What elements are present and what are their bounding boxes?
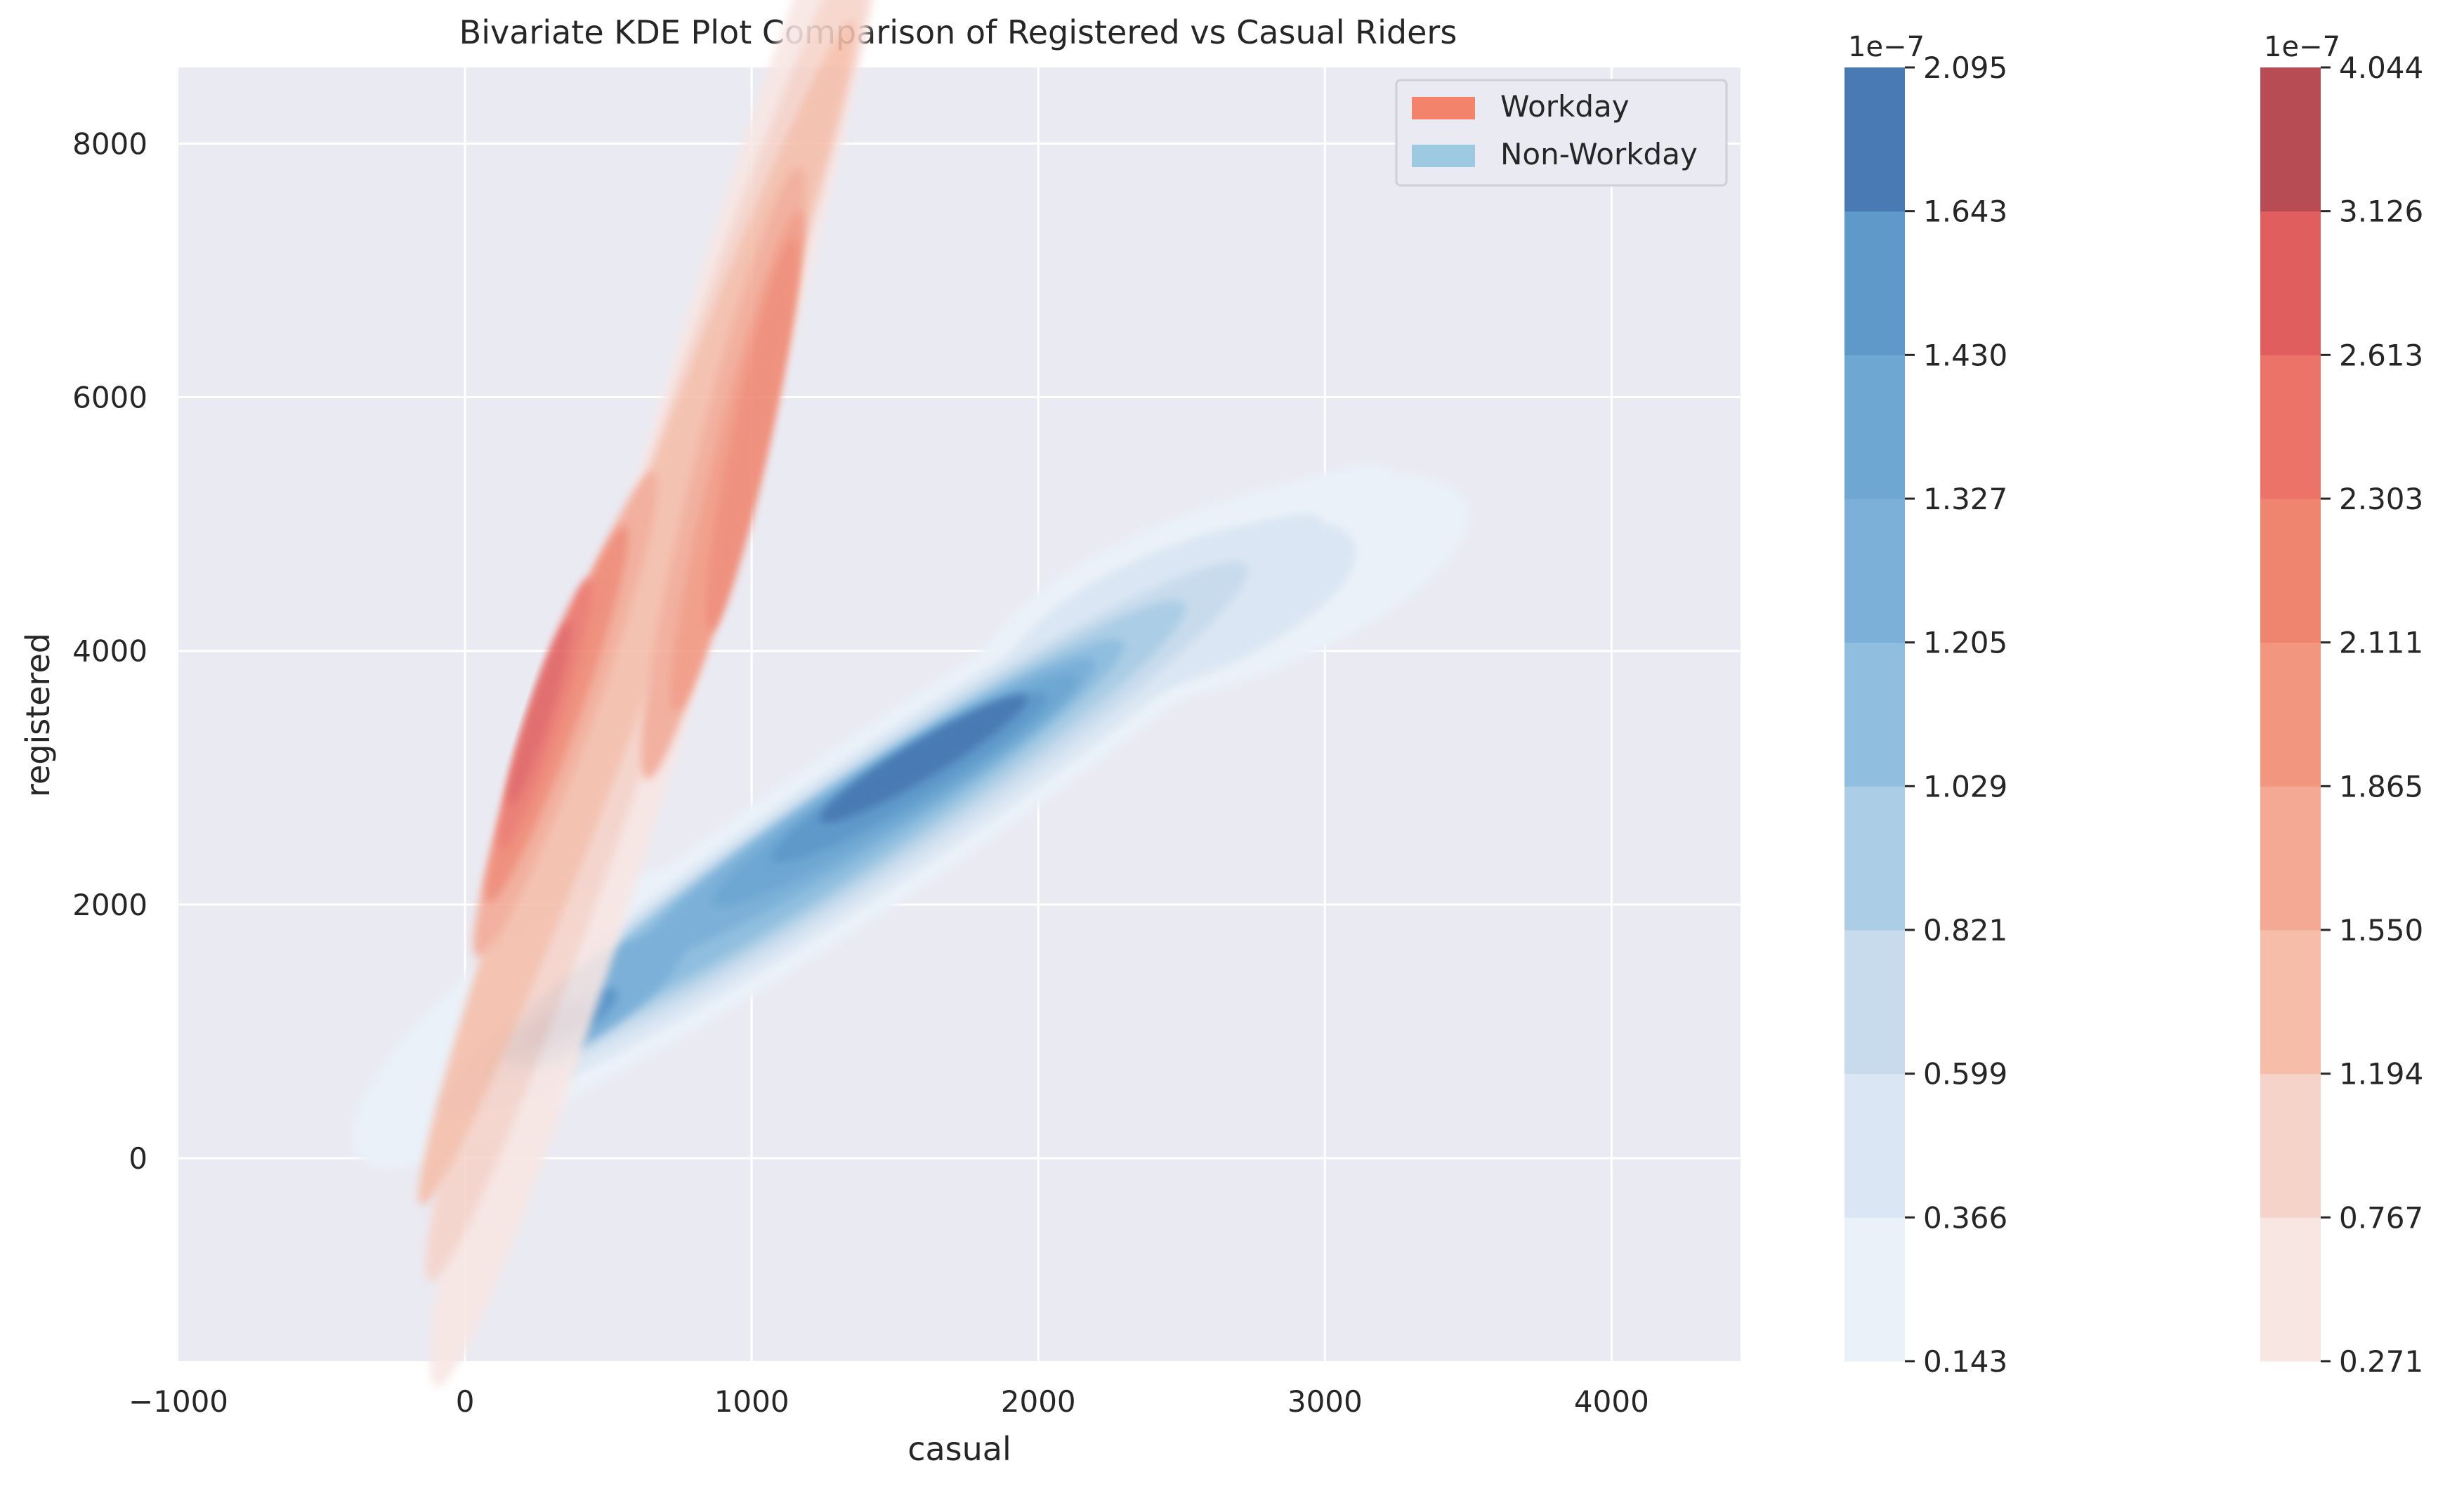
colorbar-tick-label: 2.303 (2339, 482, 2423, 516)
colorbar-tick-label: 0.599 (1923, 1057, 2007, 1091)
y-axis-label: registered (19, 633, 57, 797)
colorbar-tick-label: 1.327 (1923, 482, 2007, 516)
legend-frame (1395, 79, 1728, 187)
colorbar-band (1844, 1073, 1905, 1218)
legend-label-non-workday: Non-Workday (1500, 137, 1698, 171)
x-axis-label: casual (907, 1430, 1011, 1468)
colorbar-tick-label: 0.143 (1923, 1344, 2007, 1379)
colorbar-band (1844, 211, 1905, 355)
x-tick-label: 1000 (714, 1384, 789, 1419)
colorbar-band (2260, 1217, 2321, 1362)
colorbar-workday: 0.271 0.767 1.194 1.550 1.865 2.111 2.303 2.613… (2260, 31, 2423, 1379)
colorbar-tick-label: 0.821 (1923, 913, 2007, 947)
x-tick-label: 4000 (1574, 1384, 1649, 1419)
colorbar-tick-label: 1.430 (1923, 338, 2007, 372)
colorbar-band (1844, 355, 1905, 499)
colorbar-tick-label: 2.095 (1923, 51, 2007, 85)
colorbar-band (2260, 1073, 2321, 1218)
colorbar-tick-label: 3.126 (2339, 195, 2423, 229)
colorbar-non-workday: 0.143 0.366 0.599 0.821 1.029 1.205 1.327 1.430… (1844, 31, 2007, 1379)
colorbar-tick-label: 2.613 (2339, 338, 2423, 372)
legend-swatch-workday (1412, 97, 1475, 119)
legend-label-workday: Workday (1500, 89, 1630, 124)
y-tick-label: 6000 (72, 381, 148, 415)
colorbar-band (2260, 355, 2321, 499)
colorbar-band (2260, 642, 2321, 787)
colorbar-tick-label: 0.271 (2339, 1344, 2423, 1379)
y-tick-label: 0 (129, 1141, 148, 1176)
colorbar-band (2260, 211, 2321, 355)
colorbar-tick-label: 2.111 (2339, 626, 2423, 660)
workday-contour-level-7 (507, 621, 572, 808)
colorbar-band (1844, 642, 1905, 787)
colorbar-tick-label: 0.767 (2339, 1200, 2423, 1235)
workday-density (418, 0, 902, 1387)
colorbar-tick-label: 1.865 (2339, 769, 2423, 803)
colorbar-tick-label: 1.205 (1923, 626, 2007, 660)
x-tick-label: 3000 (1287, 1384, 1363, 1419)
colorbar-band (1844, 786, 1905, 931)
colorbar-tick-label: 1.643 (1923, 195, 2007, 229)
x-tick-label: −1000 (129, 1384, 228, 1419)
colorbar-offset-label: 1e−7 (1848, 31, 1925, 63)
chart-title: Bivariate KDE Plot Comparison of Registe… (459, 13, 1457, 51)
legend: Workday Non-Workday (1395, 79, 1728, 187)
colorbar-tick-label: 4.044 (2339, 51, 2423, 85)
y-tick-label: 2000 (72, 888, 148, 922)
colorbar-offset-label: 1e−7 (2264, 31, 2340, 63)
colorbar-band (2260, 930, 2321, 1075)
colorbar-band (1844, 499, 1905, 643)
colorbar-band (1844, 67, 1905, 212)
colorbar-band (1844, 930, 1905, 1075)
colorbar-band (2260, 67, 2321, 212)
colorbar-tick-label: 1.029 (1923, 769, 2007, 803)
y-tick-label: 4000 (72, 634, 148, 669)
x-tick-label: 2000 (1001, 1384, 1076, 1419)
legend-swatch-non-workday (1412, 145, 1475, 167)
y-tick-label: 8000 (72, 126, 148, 161)
colorbar-band (2260, 499, 2321, 643)
colorbar-tick-label: 1.194 (2339, 1057, 2423, 1091)
colorbar-tick-label: 0.366 (1923, 1200, 2007, 1235)
colorbar-band (2260, 786, 2321, 931)
colorbar-tick-label: 1.550 (2339, 913, 2423, 947)
colorbar-band (1844, 1217, 1905, 1362)
plot-area: −1000 0 1000 2000 3000 4000 0 2000 4000 6000 8000 (72, 0, 1741, 1419)
workday-contour-level-5 (706, 239, 798, 632)
non-workday-contour-level-8 (820, 694, 1028, 823)
x-tick-label: 0 (456, 1384, 475, 1419)
